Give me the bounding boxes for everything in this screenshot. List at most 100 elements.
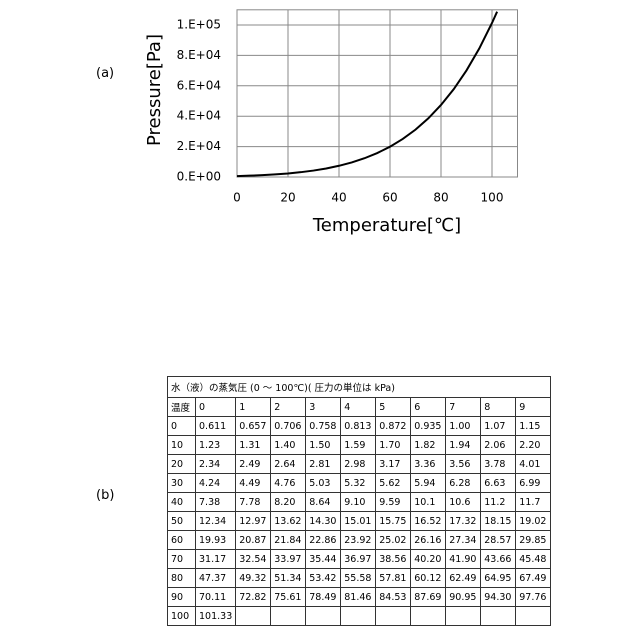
- cell: 8.64: [306, 493, 341, 512]
- cell: 1.70: [376, 436, 411, 455]
- cell: 1.50: [306, 436, 341, 455]
- cell: 23.92: [341, 531, 376, 550]
- cell: 14.30: [306, 512, 341, 531]
- cell: 62.49: [446, 569, 481, 588]
- cell: 15.01: [341, 512, 376, 531]
- cell: 33.97: [271, 550, 306, 569]
- cell: 75.61: [271, 588, 306, 607]
- cell: 12.34: [196, 512, 236, 531]
- cell: 45.48: [516, 550, 551, 569]
- cell: 5.94: [411, 474, 446, 493]
- cell: 3.36: [411, 455, 446, 474]
- cell: 1.31: [236, 436, 271, 455]
- cell: 7.78: [236, 493, 271, 512]
- cell: 70: [168, 550, 196, 569]
- cell: 20.87: [236, 531, 271, 550]
- cell: 16.52: [411, 512, 446, 531]
- x-axis-label: Temperature[℃]: [312, 215, 461, 236]
- x-tick-label: 100: [481, 191, 504, 205]
- cell: 21.84: [271, 531, 306, 550]
- header-cell: 9: [516, 398, 551, 417]
- header-cell: 0: [196, 398, 236, 417]
- cell: 10: [168, 436, 196, 455]
- cell: 20: [168, 455, 196, 474]
- cell: 94.30: [481, 588, 516, 607]
- empty-cell: [516, 607, 551, 626]
- cell: 12.97: [236, 512, 271, 531]
- cell: 3.78: [481, 455, 516, 474]
- cell: 38.56: [376, 550, 411, 569]
- cell: 9.59: [376, 493, 411, 512]
- cell: 70.11: [196, 588, 236, 607]
- cell: 90: [168, 588, 196, 607]
- cell: 64.95: [481, 569, 516, 588]
- header-cell: 温度: [168, 398, 196, 417]
- empty-cell: [446, 607, 481, 626]
- cell: 26.16: [411, 531, 446, 550]
- plot-frame: [237, 10, 518, 177]
- empty-cell: [341, 607, 376, 626]
- cell: 2.06: [481, 436, 516, 455]
- cell: 15.75: [376, 512, 411, 531]
- cell: 97.76: [516, 588, 551, 607]
- cell: 78.49: [306, 588, 341, 607]
- empty-cell: [376, 607, 411, 626]
- cell: 100: [168, 607, 196, 626]
- cell: 6.63: [481, 474, 516, 493]
- panel-label: (b): [96, 488, 114, 503]
- x-tick-label: 0: [233, 191, 241, 205]
- cell: 29.85: [516, 531, 551, 550]
- cell: 1.59: [341, 436, 376, 455]
- cell: 2.34: [196, 455, 236, 474]
- cell: 5.62: [376, 474, 411, 493]
- cell: 1.94: [446, 436, 481, 455]
- panel-label: (a): [96, 66, 114, 81]
- cell: 4.49: [236, 474, 271, 493]
- cell: 80: [168, 569, 196, 588]
- empty-cell: [411, 607, 446, 626]
- x-tick-label: 20: [280, 191, 295, 205]
- cell: 50: [168, 512, 196, 531]
- cell: 49.32: [236, 569, 271, 588]
- cell: 0: [168, 417, 196, 436]
- cell: 0.872: [376, 417, 411, 436]
- cell: 2.20: [516, 436, 551, 455]
- header-cell: 8: [481, 398, 516, 417]
- cell: 2.98: [341, 455, 376, 474]
- cell: 1.07: [481, 417, 516, 436]
- cell: 41.90: [446, 550, 481, 569]
- cell: 0.611: [196, 417, 236, 436]
- cell: 2.81: [306, 455, 341, 474]
- empty-cell: [271, 607, 306, 626]
- cell: 9.10: [341, 493, 376, 512]
- cell: 3.56: [446, 455, 481, 474]
- cell: 0.813: [341, 417, 376, 436]
- cell: 36.97: [341, 550, 376, 569]
- header-cell: 2: [271, 398, 306, 417]
- cell: 67.49: [516, 569, 551, 588]
- cell: 10.1: [411, 493, 446, 512]
- header-cell: 3: [306, 398, 341, 417]
- header-cell: 4: [341, 398, 376, 417]
- cell: 19.02: [516, 512, 551, 531]
- cell: 84.53: [376, 588, 411, 607]
- empty-cell: [481, 607, 516, 626]
- y-tick-label: 4.E+04: [177, 109, 221, 123]
- cell: 72.82: [236, 588, 271, 607]
- cell: 4.01: [516, 455, 551, 474]
- cell: 55.58: [341, 569, 376, 588]
- cell: 6.28: [446, 474, 481, 493]
- cell: 11.2: [481, 493, 516, 512]
- curve: [237, 12, 497, 176]
- y-tick-label: 1.E+05: [177, 18, 221, 32]
- cell: 5.32: [341, 474, 376, 493]
- cell: 0.935: [411, 417, 446, 436]
- cell: 10.6: [446, 493, 481, 512]
- cell: 40: [168, 493, 196, 512]
- y-tick-label: 2.E+04: [177, 139, 221, 153]
- cell: 101.33: [196, 607, 236, 626]
- cell: 0.758: [306, 417, 341, 436]
- cell: 90.95: [446, 588, 481, 607]
- cell: 19.93: [196, 531, 236, 550]
